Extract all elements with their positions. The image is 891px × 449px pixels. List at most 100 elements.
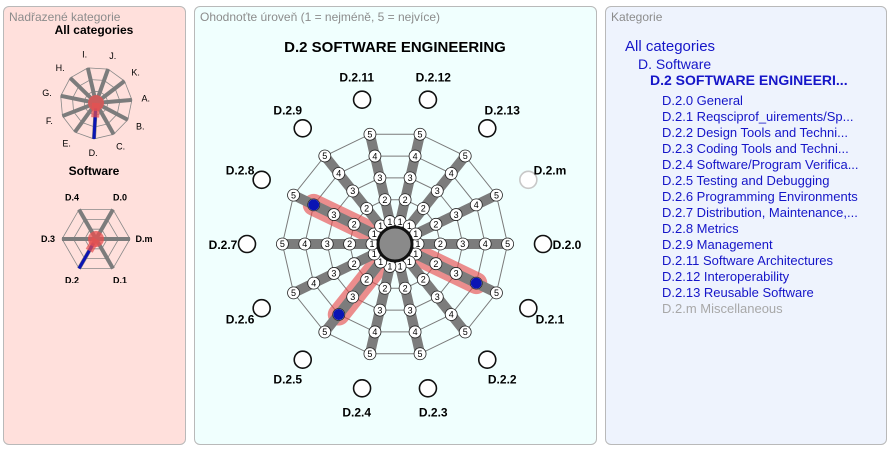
level-5-button[interactable]: 5	[287, 286, 300, 300]
level-3-button[interactable]: 3	[327, 267, 341, 280]
level-2-button[interactable]: 2	[429, 217, 443, 231]
level-3-button[interactable]: 3	[346, 290, 360, 304]
level-4-button[interactable]: 4	[307, 276, 321, 290]
level-4-button[interactable]: 4	[469, 198, 483, 212]
level-2-button[interactable]: 2	[398, 281, 412, 295]
level-3-button[interactable]: 3	[403, 303, 417, 317]
level-4-button[interactable]: 4	[298, 237, 312, 251]
level-3-button[interactable]: 3	[373, 171, 387, 185]
level-2-button[interactable]: 2	[378, 281, 392, 295]
level-5-button[interactable]: 5	[501, 237, 515, 251]
level-4-button[interactable]: 4	[478, 237, 492, 251]
level-5-button[interactable]: 5	[318, 325, 332, 339]
category-label: D.2.5	[273, 372, 302, 386]
category-select-circle[interactable]	[293, 118, 313, 138]
level-4-button[interactable]: 4	[444, 308, 458, 321]
tree-item[interactable]: D. Software	[638, 56, 712, 72]
level-label: 1	[415, 239, 420, 249]
level-2-button[interactable]: 2	[378, 193, 392, 207]
level-3-button[interactable]: 3	[456, 237, 470, 251]
level-3-button[interactable]: 3	[327, 208, 341, 221]
level-4-button[interactable]: 4	[444, 167, 458, 180]
level-5-button[interactable]: 5	[413, 127, 427, 141]
category-select-circle[interactable]	[237, 234, 257, 254]
category-select-circle[interactable]	[418, 90, 438, 110]
level-5-button[interactable]: 5	[490, 188, 503, 202]
level-3-button[interactable]: 3	[403, 171, 417, 185]
level-5-button[interactable]: 5	[318, 149, 332, 163]
tree-item[interactable]: D.2.7 Distribution, Maintenance,...	[662, 205, 858, 220]
tree-item[interactable]: D.2.9 Management	[662, 237, 773, 252]
tree-item[interactable]: D.2.0 General	[662, 93, 743, 108]
level-5-button[interactable]: 5	[458, 149, 472, 163]
level-2-button[interactable]: 2	[429, 257, 443, 271]
level-2-button[interactable]: 2	[416, 202, 430, 215]
category-select-circle[interactable]	[519, 170, 538, 190]
category-select-circle[interactable]	[252, 298, 271, 318]
selected-level-marker	[333, 309, 345, 321]
category-select-circle[interactable]	[418, 378, 438, 398]
tree-item[interactable]: D.2 SOFTWARE ENGINEERI...	[650, 72, 848, 88]
level-2-button[interactable]: 2	[360, 202, 374, 215]
level-4-button[interactable]: 4	[368, 149, 382, 163]
tree-item[interactable]: D.2.13 Reusable Software	[662, 285, 814, 300]
level-label: 2	[403, 283, 408, 293]
level-2-button[interactable]: 2	[416, 273, 430, 286]
level-5-button[interactable]: 5	[287, 188, 300, 202]
level-4-button[interactable]: 4	[332, 167, 346, 180]
tree-item[interactable]: D.2.6 Programming Environments	[662, 189, 858, 204]
level-2-button[interactable]: 2	[398, 193, 412, 207]
level-3-button[interactable]: 3	[430, 290, 444, 304]
tree-item[interactable]: D.2.3 Coding Tools and Techni...	[662, 141, 849, 156]
tree-item[interactable]: D.2.4 Software/Program Verifica...	[662, 157, 859, 172]
level-3-button[interactable]: 3	[449, 208, 463, 221]
tree-item[interactable]: D.2.1 Reqsciprof_uirements/Sp...	[662, 109, 854, 124]
level-3-button[interactable]: 3	[373, 303, 387, 317]
rating-panel: Ohodnoťte úroveň (1 = nejméně, 5 = nejví…	[194, 6, 597, 445]
level-2-button[interactable]: 2	[343, 237, 357, 251]
level-4-button[interactable]: 4	[408, 149, 422, 163]
level-label: 2	[403, 195, 408, 205]
category-select-circle[interactable]	[293, 350, 313, 370]
level-5-button[interactable]: 5	[490, 286, 503, 300]
level-label: 4	[449, 310, 454, 320]
tree-item[interactable]: D.2.11 Software Architectures	[662, 253, 834, 268]
level-4-button[interactable]: 4	[368, 325, 382, 339]
level-3-button[interactable]: 3	[320, 237, 334, 251]
level-label: 1	[413, 229, 418, 239]
level-5-button[interactable]: 5	[276, 237, 289, 251]
level-5-button[interactable]: 5	[458, 325, 472, 339]
level-2-button[interactable]: 2	[433, 237, 447, 251]
category-select-circle[interactable]	[519, 298, 538, 318]
category-label: D.2.2	[488, 372, 517, 386]
level-2-button[interactable]: 2	[347, 217, 361, 231]
level-label: 4	[483, 239, 488, 249]
tree-item[interactable]: D.2.2 Design Tools and Techni...	[662, 125, 848, 140]
tree-item[interactable]: D.2.12 Interoperability	[662, 269, 790, 284]
level-2-button[interactable]: 2	[347, 257, 361, 271]
all-categories-mini-radar[interactable]: A. B. C. D. E. F. G. H. I. J. K.	[4, 41, 187, 161]
mini-radar-label: B.	[136, 121, 145, 131]
software-mini-radar[interactable]: D.0 D.m D.1 D.2 D.3 D.4	[4, 183, 187, 283]
category-select-circle[interactable]	[352, 378, 372, 398]
level-3-button[interactable]: 3	[449, 267, 463, 280]
level-3-button[interactable]: 3	[430, 184, 444, 198]
level-5-button[interactable]: 5	[363, 127, 377, 141]
level-1-button[interactable]: 1	[409, 227, 423, 241]
level-5-button[interactable]: 5	[363, 347, 377, 361]
level-2-button[interactable]: 2	[360, 273, 374, 286]
level-label: 2	[433, 259, 438, 269]
level-3-button[interactable]: 3	[346, 184, 360, 198]
mini-radar-label: D.2	[65, 276, 79, 283]
category-select-circle[interactable]	[352, 90, 372, 110]
category-select-circle[interactable]	[252, 170, 271, 190]
category-select-circle[interactable]	[477, 350, 497, 370]
category-select-circle[interactable]	[533, 234, 553, 254]
tree-item[interactable]: D.2.8 Metrics	[662, 221, 739, 236]
level-label: 4	[413, 151, 418, 161]
tree-item[interactable]: All categories	[625, 38, 716, 55]
category-select-circle[interactable]	[477, 118, 497, 138]
level-5-button[interactable]: 5	[413, 347, 427, 361]
tree-item[interactable]: D.2.5 Testing and Debugging	[662, 173, 830, 188]
level-4-button[interactable]: 4	[408, 325, 422, 339]
